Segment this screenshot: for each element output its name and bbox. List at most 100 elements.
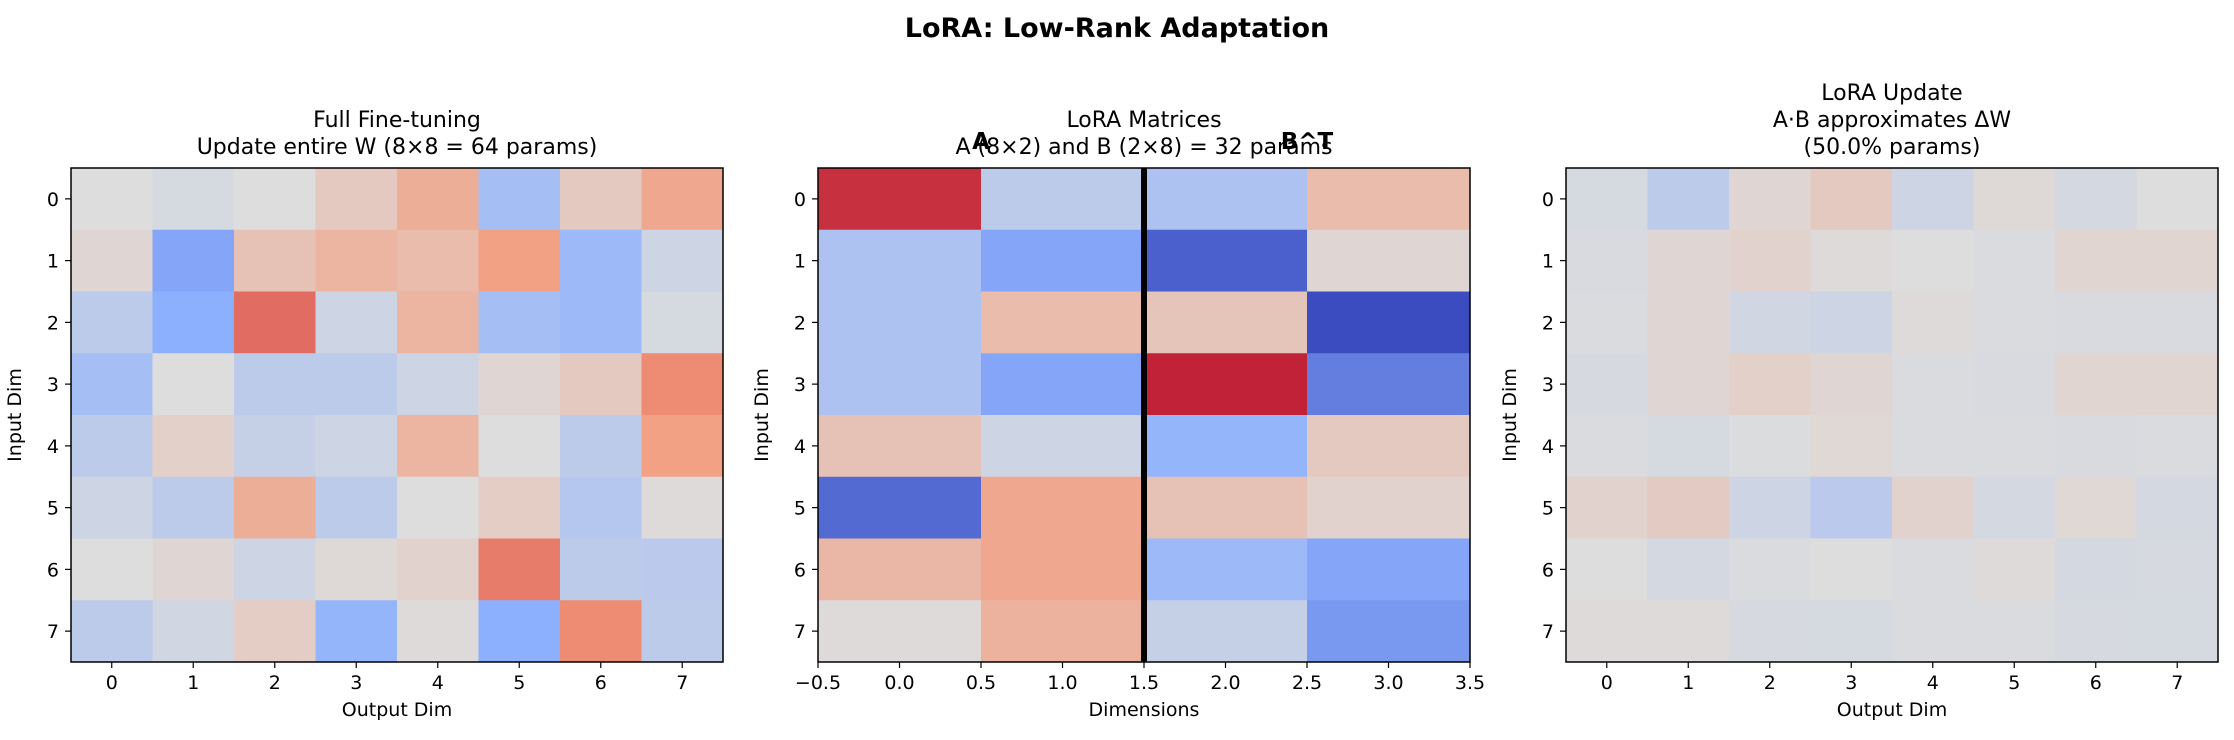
y-tick-label: 6	[1542, 559, 1554, 581]
heatmap-cell	[641, 415, 724, 478]
panel-title-line: Full Fine-tuning	[313, 108, 481, 133]
y-tick-label: 4	[794, 436, 806, 458]
x-tick-label: −0.5	[795, 672, 841, 694]
x-tick-label: 4	[432, 672, 444, 694]
heatmap-cell	[1647, 538, 1730, 601]
heatmap-cell	[641, 229, 724, 292]
heatmap-cell	[1144, 168, 1308, 231]
heatmap-cell	[818, 168, 982, 231]
heatmap-cell	[478, 476, 561, 539]
heatmap-cell	[560, 415, 642, 478]
heatmap-cell	[1647, 229, 1730, 292]
heatmap-cell	[1307, 538, 1471, 601]
heatmap-cell	[1973, 291, 2056, 354]
heatmap-cell	[818, 538, 982, 601]
y-tick-label: 5	[47, 498, 59, 520]
heatmap-cell	[560, 600, 642, 663]
heatmap-cell	[397, 353, 479, 416]
heatmap-cell	[818, 415, 982, 478]
heatmap-cell	[2055, 168, 2137, 231]
x-tick-label: 3	[350, 672, 362, 694]
heatmap-cell	[1973, 229, 2056, 292]
matrix-annotation: A	[972, 129, 990, 155]
heatmap-cell	[234, 229, 316, 292]
y-tick-label: 6	[794, 559, 806, 581]
heatmap-cell	[1729, 168, 1811, 231]
heatmap-cell	[478, 538, 561, 601]
heatmap-cell	[315, 476, 398, 539]
heatmap-cell	[234, 538, 316, 601]
heatmap-cell	[2136, 476, 2219, 539]
x-tick-label: 2	[269, 672, 281, 694]
heatmap-cell	[71, 415, 153, 478]
heatmap-cell	[981, 415, 1145, 478]
panel-title-line: A·B approximates ΔW	[1773, 108, 2012, 133]
heatmap-cell	[560, 291, 642, 354]
y-axis-label: Input Dim	[1499, 368, 1521, 462]
heatmap-cell	[397, 600, 479, 663]
heatmap-cell	[397, 229, 479, 292]
heatmap-cell	[1810, 168, 1893, 231]
heatmap-cell	[315, 353, 398, 416]
heatmap-cell	[2055, 415, 2137, 478]
heatmap-cell	[1892, 291, 1974, 354]
heatmap-cell	[1566, 538, 1648, 601]
heatmap-cell	[641, 476, 724, 539]
heatmap-cell	[1810, 415, 1893, 478]
heatmap-cell	[981, 600, 1145, 663]
heatmap-cell	[1566, 229, 1648, 292]
heatmap-cell	[2136, 415, 2219, 478]
heatmap-cell	[2055, 353, 2137, 416]
heatmap-cell	[560, 476, 642, 539]
heatmap-cell	[641, 291, 724, 354]
y-tick-label: 4	[47, 436, 59, 458]
heatmap-cell	[2055, 600, 2137, 663]
y-tick-label: 1	[1542, 251, 1554, 273]
heatmap-cell	[1729, 229, 1811, 292]
heatmap-cell	[2055, 291, 2137, 354]
heatmap-cell	[1810, 353, 1893, 416]
heatmap-cell	[1892, 353, 1974, 416]
y-tick-label: 3	[1542, 374, 1554, 396]
y-tick-label: 1	[47, 251, 59, 273]
panel-title-line: (50.0% params)	[1804, 135, 1981, 160]
heatmap-cell	[152, 538, 235, 601]
heatmap-cell	[1810, 229, 1893, 292]
heatmap-cell	[2136, 291, 2219, 354]
heatmap-cell	[478, 415, 561, 478]
heatmap-cell	[1144, 229, 1308, 292]
y-tick-label: 2	[1542, 312, 1554, 334]
heatmap-cell	[315, 600, 398, 663]
x-tick-label: 1.5	[1129, 672, 1159, 694]
y-axis-label: Input Dim	[4, 368, 26, 462]
x-axis-label: Dimensions	[1089, 699, 1200, 721]
heatmap-cell	[71, 476, 153, 539]
heatmap-cell	[981, 353, 1145, 416]
heatmap-cell	[1144, 415, 1308, 478]
heatmap-cell	[981, 291, 1145, 354]
y-tick-label: 4	[1542, 436, 1554, 458]
heatmap-cell	[1810, 600, 1893, 663]
y-axis-label: Input Dim	[751, 368, 773, 462]
heatmap-cell	[641, 168, 724, 231]
heatmap-cell	[1810, 291, 1893, 354]
heatmap-cell	[1566, 353, 1648, 416]
heatmap-cell	[1729, 538, 1811, 601]
heatmap-cell	[1973, 353, 2056, 416]
x-tick-label: 7	[676, 672, 688, 694]
heatmap-cell	[560, 168, 642, 231]
heatmap-cell	[152, 168, 235, 231]
heatmap-cell	[1647, 600, 1730, 663]
heatmap-cell	[2136, 600, 2219, 663]
heatmap-cell	[1810, 538, 1893, 601]
heatmap-cell	[981, 476, 1145, 539]
x-tick-label: 1	[187, 672, 199, 694]
heatmap-cell	[1566, 415, 1648, 478]
heatmap-cell	[981, 538, 1145, 601]
x-tick-label: 6	[2090, 672, 2102, 694]
x-axis-label: Output Dim	[1837, 699, 1947, 721]
y-tick-label: 2	[47, 312, 59, 334]
